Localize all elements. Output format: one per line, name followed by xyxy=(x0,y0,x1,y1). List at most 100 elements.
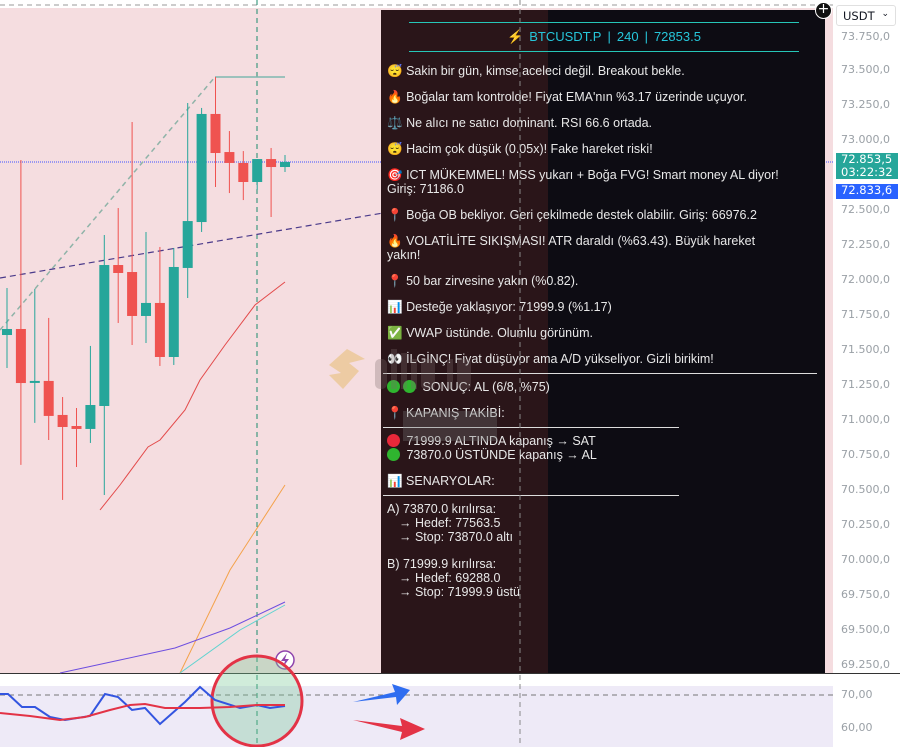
scenario-b: B) 71999.9 kırılırsa: → Hedef: 69288.0 →… xyxy=(387,557,520,599)
scenarios-title: 📊 SENARYOLAR: xyxy=(387,474,495,488)
candle-body xyxy=(280,161,290,168)
candle-body xyxy=(99,265,110,406)
emoji-icon: 📊 xyxy=(387,300,403,314)
candle xyxy=(57,397,68,500)
trend-line-dashed xyxy=(0,76,216,331)
emoji-icon: 🔥 xyxy=(387,90,403,104)
divider xyxy=(383,373,817,374)
rsi-tick: 70,00 xyxy=(841,688,873,701)
symbol: BTCUSDT.P xyxy=(529,29,602,44)
emoji-icon: 😴 xyxy=(387,142,403,156)
divider xyxy=(383,427,679,428)
candle-body xyxy=(224,152,235,163)
candle-body xyxy=(2,328,12,336)
candle xyxy=(15,160,26,465)
signal-message: 🔥 Boğalar tam kontrolde! Fiyat EMA'nın %… xyxy=(387,90,747,104)
divider xyxy=(383,495,679,496)
signal-message: 🔥 VOLATİLİTE SIKIŞMASI! ATR daraldı (%63… xyxy=(387,234,756,262)
signal-message: 📍 Boğa OB bekliyor. Geri çekilmede deste… xyxy=(387,208,757,222)
emoji-icon: ✅ xyxy=(387,326,403,340)
candle-body xyxy=(85,405,96,429)
candle xyxy=(168,247,179,365)
price-tick: 71.250,0 xyxy=(841,377,890,391)
signal-message: 📊 Desteğe yaklaşıyor: 71999.9 (%1.17) xyxy=(387,300,612,314)
ema-line-orange xyxy=(179,484,286,674)
price-tick: 72.000,0 xyxy=(841,272,890,286)
price-tick: 70.250,0 xyxy=(841,517,890,531)
candle xyxy=(99,235,110,496)
candle-body xyxy=(29,380,40,383)
signal-message: ✅ VWAP üstünde. Olumlu görünüm. xyxy=(387,326,593,340)
candle-body xyxy=(154,302,165,357)
candle xyxy=(224,131,235,194)
emoji-icon: 😴 xyxy=(387,64,403,78)
bar-countdown: 03:22:32 xyxy=(841,165,893,179)
header-price: 72853.5 xyxy=(653,29,701,44)
panel-header: ⚡ BTCUSDT.P | 240 | 72853.5 xyxy=(409,22,799,52)
price-axis[interactable]: 73.750,0 73.500,0 73.250,0 73.000,0 72.500,0… xyxy=(833,0,900,747)
price-tick: 69.250,0 xyxy=(841,657,890,671)
signal-message: 🎯 ICT MÜKEMMEL! MSS yukarı + Boğa FVG! S… xyxy=(387,168,779,196)
rsi-pane xyxy=(0,674,833,747)
green-dot-icon xyxy=(387,380,400,393)
candle-body xyxy=(238,162,249,182)
candle-body xyxy=(168,266,179,357)
price-tick: 72.500,0 xyxy=(841,202,890,216)
candle xyxy=(29,288,40,423)
price-tick: 72.250,0 xyxy=(841,237,890,251)
signal-message: 😴 Hacim çok düşük (0.05x)! Fake hareket … xyxy=(387,142,653,156)
candle xyxy=(182,103,193,299)
candle xyxy=(238,151,249,201)
signal-message: 📍 50 bar zirvesine yakın (%0.82). xyxy=(387,274,579,288)
price-tick: 71.000,0 xyxy=(841,412,890,426)
candle-body xyxy=(113,265,124,273)
candle-body xyxy=(252,159,263,182)
emoji-icon: 👀 xyxy=(387,352,403,366)
emoji-icon: 🔥 xyxy=(387,234,403,248)
candle-body xyxy=(71,426,82,429)
chevron-down-icon: ⌄ xyxy=(881,9,889,19)
candle xyxy=(210,76,221,188)
candle-body xyxy=(182,221,193,268)
last-price-badge: 72.853,5 03:22:32 xyxy=(836,153,898,179)
candle xyxy=(85,345,96,443)
candle-body xyxy=(141,302,151,316)
price-tick: 70.750,0 xyxy=(841,447,890,461)
candle xyxy=(43,317,54,441)
red-arrow-icon xyxy=(353,718,425,740)
add-icon[interactable]: + xyxy=(815,2,832,19)
ema-line-purple xyxy=(59,601,286,674)
highlight-circle xyxy=(210,654,304,747)
candle-body xyxy=(266,159,277,168)
line-price-badge: 72.833,6 xyxy=(836,184,898,199)
lightning-icon xyxy=(281,653,289,667)
closing-buy: 73870.0 ÜSTÜNDE kapanış → AL xyxy=(387,448,821,462)
candle-body xyxy=(43,380,54,416)
blue-arrow-icon xyxy=(353,684,410,705)
signal-message: 👀 İLGİNÇ! Fiyat düşüyor ama A/D yükseliy… xyxy=(387,352,714,366)
ema-line-cyan xyxy=(179,604,286,674)
candle xyxy=(252,159,263,190)
closing-sell: 71999.9 ALTINDA kapanış → SAT xyxy=(387,434,821,448)
candle-body xyxy=(210,113,221,154)
scenario-a: A) 73870.0 kırılırsa: → Hedef: 77563.5 →… xyxy=(387,502,513,544)
price-tick: 69.500,0 xyxy=(841,622,890,636)
red-dot-icon xyxy=(387,434,400,447)
candle xyxy=(154,246,165,366)
currency-select[interactable]: USDT ⌄ xyxy=(836,5,896,26)
candle-body xyxy=(15,328,26,384)
result-line: SONUÇ: AL (6/8, %75) xyxy=(387,380,821,394)
signal-panel: ⚡ BTCUSDT.P | 240 | 72853.5 😴 Sakin bir … xyxy=(381,10,825,673)
rsi-tick: 60,00 xyxy=(841,721,873,734)
emoji-icon: ⚖️ xyxy=(387,116,403,130)
closing-title: 📍 KAPANIŞ TAKİBİ: xyxy=(387,406,505,420)
green-dot-icon xyxy=(403,380,416,393)
price-tick: 73.500,0 xyxy=(841,62,890,76)
candle xyxy=(266,147,277,217)
candle-body xyxy=(196,113,207,223)
emoji-icon: 🎯 xyxy=(387,168,403,182)
candle xyxy=(141,231,151,343)
signal-message: 😴 Sakin bir gün, kimse aceleci değil. Br… xyxy=(387,64,685,78)
rsi-ma-line xyxy=(0,702,285,722)
candle xyxy=(196,107,207,232)
